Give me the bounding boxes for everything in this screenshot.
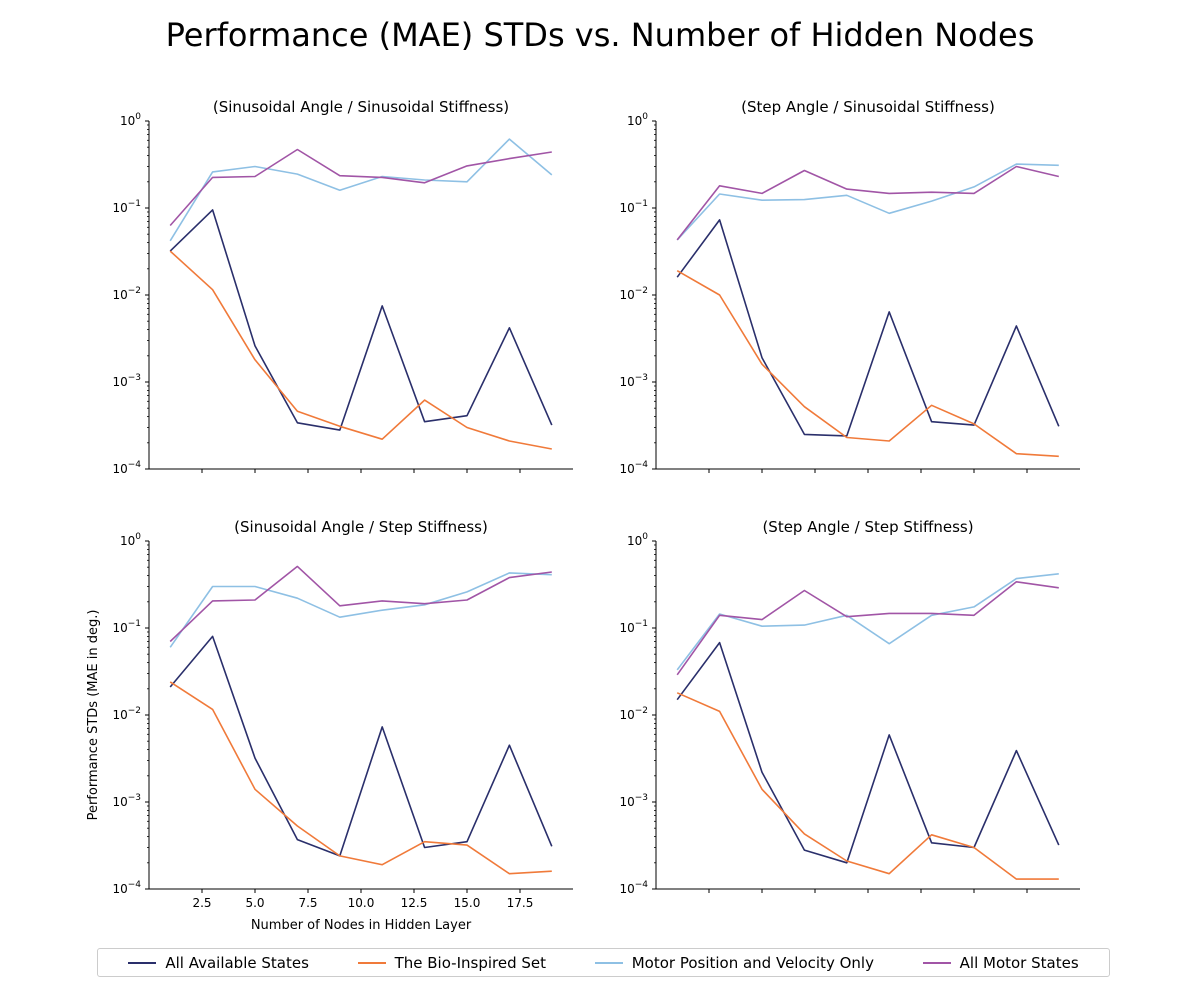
x-tick-label: 5.0 [245, 896, 264, 910]
y-tick-label: 10−4 [619, 460, 648, 476]
figure-title: Performance (MAE) STDs vs. Number of Hid… [166, 16, 1035, 54]
y-tick-label: 10−1 [112, 619, 141, 635]
legend-item: All Available States [128, 954, 309, 972]
x-tick-label: 15.0 [454, 896, 481, 910]
series-line-all-motor-states [676, 580, 1059, 676]
y-tick-label: 100 [120, 112, 141, 128]
x-axis-label: Number of Nodes in Hidden Layer [251, 918, 472, 933]
series-line-all-available-states [676, 219, 1060, 437]
x-tick-label: 2.5 [192, 896, 211, 910]
y-tick-label: 10−2 [112, 706, 141, 722]
series-line-motor-position-and-velocity-only [169, 138, 553, 242]
y-tick-label: 10−1 [619, 619, 648, 635]
y-tick-label: 10−3 [112, 373, 141, 389]
y-tick-label: 10−2 [112, 286, 141, 302]
y-tick-label: 10−4 [112, 880, 141, 896]
series-line-all-available-states [169, 635, 553, 857]
panels: (Sinusoidal Angle / Sinusoidal Stiffness… [112, 98, 1080, 910]
y-tick-label: 10−1 [112, 199, 141, 215]
subplot-title: (Sinusoidal Angle / Sinusoidal Stiffness… [213, 98, 509, 116]
subplot-2: (Step Angle / Sinusoidal Stiffness) 100 10… [619, 98, 1080, 476]
y-tick-label: 10−3 [112, 793, 141, 809]
x-tick-label: 7.5 [298, 896, 317, 910]
y-tick-label: 100 [627, 112, 648, 128]
legend-label: All Motor States [959, 953, 1079, 972]
series-line-all-motor-states [169, 565, 552, 643]
legend-swatch [357, 961, 386, 964]
series-line-all-available-states [169, 209, 553, 431]
legend: All Available States The Bio-Inspired Set… [97, 948, 1110, 977]
y-tick-label: 10−4 [619, 880, 648, 896]
legend-label: The Bio-Inspired Set [394, 953, 547, 972]
legend-label: All Available States [165, 953, 309, 972]
subplot-1: (Sinusoidal Angle / Sinusoidal Stiffness… [112, 98, 573, 476]
series-line-the-bio-inspired-set [676, 692, 1059, 880]
x-tick-label: 10.0 [348, 896, 375, 910]
subplot-3: (Sinusoidal Angle / Step Stiffness) 100 10… [112, 518, 573, 910]
x-tick-label: 12.5 [401, 896, 428, 910]
legend-item: Motor Position and Velocity Only [594, 953, 874, 972]
subplot-title: (Sinusoidal Angle / Step Stiffness) [234, 518, 488, 536]
x-tick-label: 17.5 [507, 896, 534, 910]
y-tick-label: 10−4 [112, 460, 141, 476]
series-line-the-bio-inspired-set [169, 250, 552, 450]
y-tick-label: 100 [627, 532, 648, 548]
y-tick-label: 10−3 [619, 793, 648, 809]
legend-swatch [594, 961, 623, 964]
y-tick-label: 100 [120, 532, 141, 548]
series-line-all-available-states [676, 641, 1060, 864]
series-line-motor-position-and-velocity-only [676, 573, 1059, 671]
y-tick-label: 10−1 [619, 199, 648, 215]
legend-item: The Bio-Inspired Set [357, 953, 547, 972]
series-line-the-bio-inspired-set [676, 270, 1059, 458]
subplot-title: (Step Angle / Sinusoidal Stiffness) [741, 98, 995, 116]
series-line-the-bio-inspired-set [169, 681, 552, 875]
legend-swatch [922, 961, 951, 964]
y-tick-label: 10−2 [619, 706, 648, 722]
legend-item: All Motor States [922, 953, 1079, 972]
y-tick-label: 10−2 [619, 286, 648, 302]
series-line-motor-position-and-velocity-only [169, 572, 552, 648]
subplot-4: (Step Angle / Step Stiffness) 100 10−1 10−2… [619, 518, 1080, 896]
series-line-motor-position-and-velocity-only [676, 163, 1059, 241]
subplot-title: (Step Angle / Step Stiffness) [762, 518, 973, 536]
series-line-all-motor-states [676, 165, 1059, 241]
y-axis-label: Performance STDs (MAE in deg.) [86, 610, 101, 821]
legend-swatch [128, 961, 157, 964]
series-line-all-motor-states [169, 148, 552, 227]
y-tick-label: 10−3 [619, 373, 648, 389]
legend-label: Motor Position and Velocity Only [631, 953, 874, 972]
